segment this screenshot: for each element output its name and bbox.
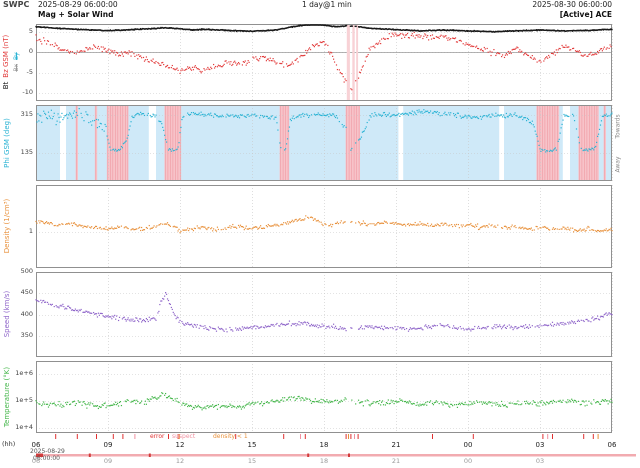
sector-label-towards: Towards bbox=[614, 114, 622, 139]
legend-density-flag: density < 1 bbox=[213, 433, 248, 440]
resolution-label: 1 day@1 min bbox=[302, 0, 352, 9]
y-axis-title-speed: Speed (km/s) bbox=[3, 290, 11, 338]
toggle-by[interactable]: By bbox=[12, 52, 20, 60]
legend-error: error bbox=[150, 433, 165, 440]
bt-series-label: Bt bbox=[2, 81, 10, 90]
y-axis-title-density: Density (1/cm³) bbox=[3, 198, 11, 254]
toggle-bx[interactable]: Bx bbox=[12, 64, 20, 72]
sector-label-away: Away bbox=[614, 156, 622, 173]
legend-suspect: suspect bbox=[172, 433, 196, 440]
start-time-label: 2025-08-29 06:00:00 bbox=[38, 0, 118, 9]
bz-series-label: Bz GSM (nT) bbox=[2, 34, 10, 78]
axis-date-line2: 06:00:00 bbox=[33, 455, 60, 462]
app-logo: SWPC bbox=[3, 0, 30, 9]
b-component-toggles: Bx By bbox=[10, 42, 22, 82]
plot-title: Mag + Solar Wind bbox=[38, 10, 114, 19]
y-axis-title-phi: Phi GSM (deg) bbox=[3, 118, 11, 168]
axis-date-line1: 2025-08-29 bbox=[30, 448, 65, 455]
x-axis-unit-label: (hh) bbox=[2, 440, 16, 448]
end-time-label: 2025-08-30 06:00:00 bbox=[532, 0, 612, 9]
source-satellite-label: [Active] ACE bbox=[559, 10, 612, 19]
y-axis-title-temperature: Temperature (°K) bbox=[3, 366, 11, 428]
